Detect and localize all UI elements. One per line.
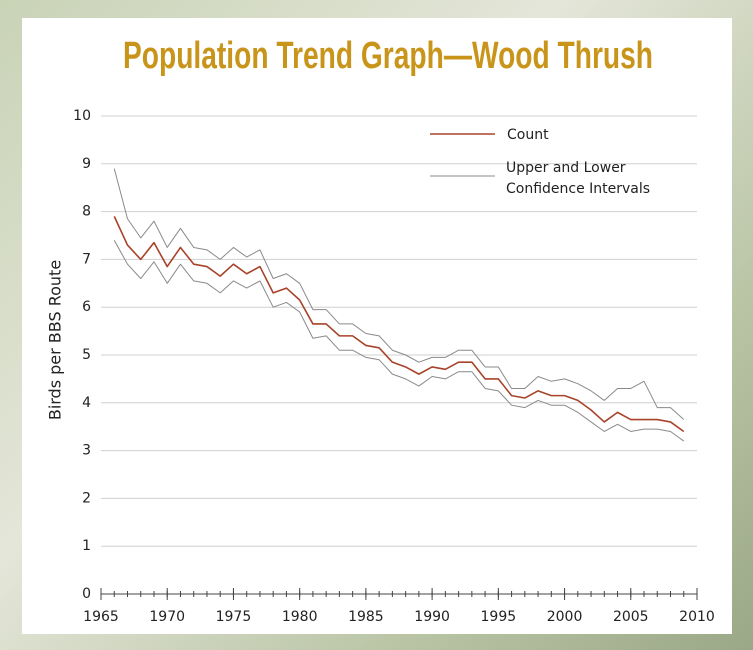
y-tick-label: 9	[82, 156, 91, 172]
count-line	[113, 216, 685, 433]
x-tick-label: 1980	[282, 609, 318, 625]
y-tick-label: 2	[82, 490, 91, 506]
y-axis-label: Birds per BBS Route	[46, 260, 65, 420]
y-tick-label: 6	[82, 299, 91, 315]
y-tick-label: 1	[82, 538, 91, 554]
x-tick-label: 2010	[679, 609, 715, 625]
y-tick-label: 4	[82, 395, 91, 411]
y-tick-label: 3	[82, 443, 91, 459]
x-tick-label: 1990	[414, 609, 450, 625]
y-tick-label: 5	[82, 347, 91, 363]
legend-label: Upper and Lower Confidence Intervals	[506, 160, 651, 197]
y-tick-label: 10	[73, 108, 91, 124]
ci-upper-line	[113, 168, 685, 420]
legend-label: Count	[507, 127, 549, 143]
x-tick-label: 2005	[613, 609, 649, 625]
x-tick-label: 2000	[547, 609, 583, 625]
chart-panel	[22, 18, 732, 634]
y-tick-label: 7	[82, 251, 91, 267]
chart-title: Population Trend Graph—Wood Thrush	[123, 35, 653, 77]
x-tick-label: 1965	[83, 609, 119, 625]
x-tick-label: 1985	[348, 609, 384, 625]
x-tick-label: 1970	[149, 609, 185, 625]
y-tick-label: 0	[82, 586, 91, 602]
x-tick-label: 1975	[216, 609, 252, 625]
x-tick-label: 1995	[481, 609, 517, 625]
ci-lower-line	[113, 240, 685, 442]
y-tick-label: 8	[82, 204, 91, 220]
